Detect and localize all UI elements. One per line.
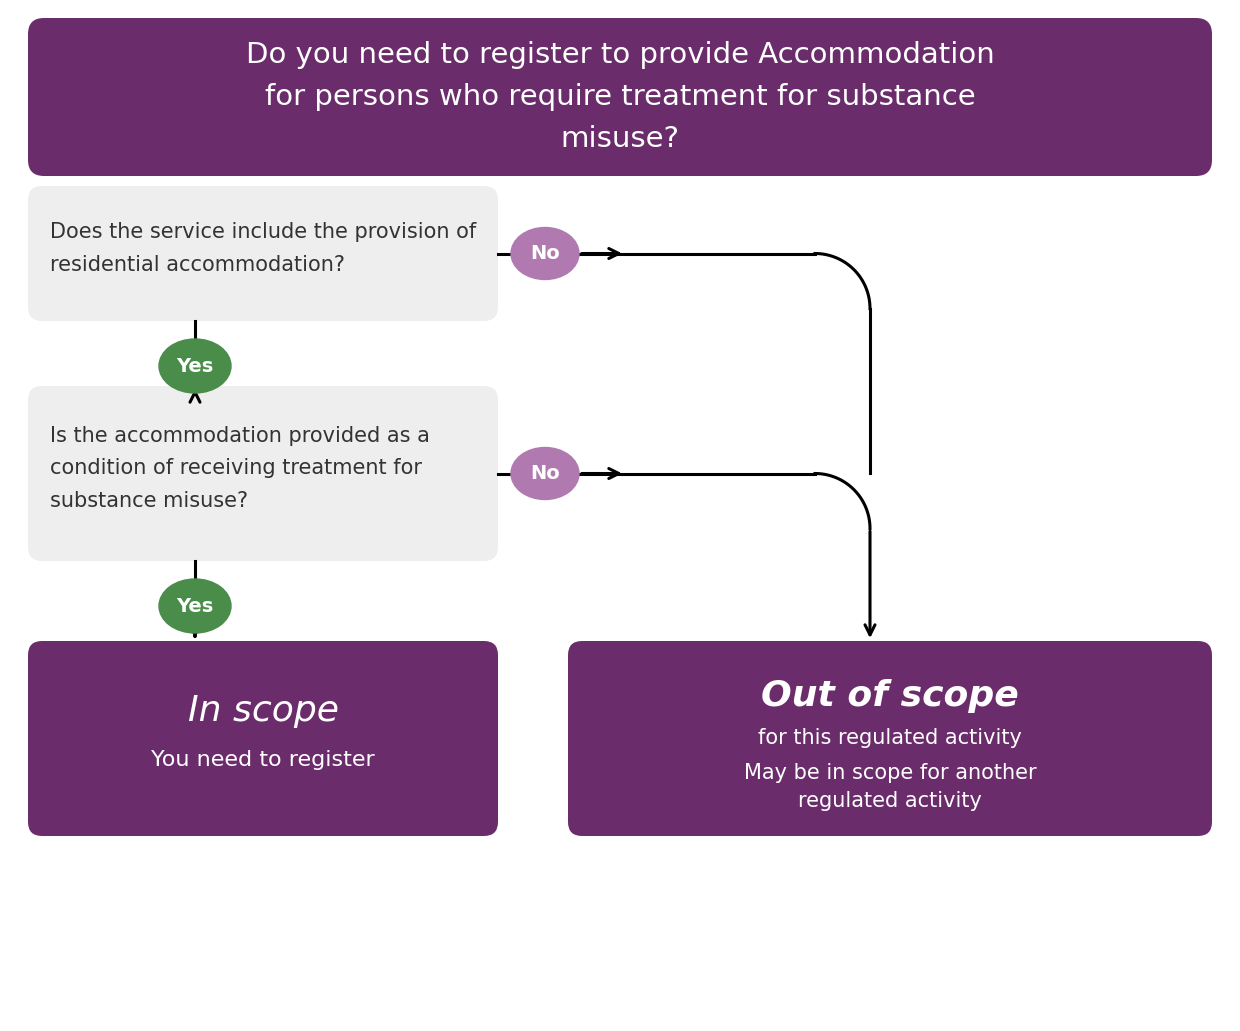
FancyBboxPatch shape bbox=[29, 641, 498, 836]
Text: Do you need to register to provide Accommodation
for persons who require treatme: Do you need to register to provide Accom… bbox=[246, 40, 994, 154]
Text: Does the service include the provision of
residential accommodation?: Does the service include the provision o… bbox=[50, 222, 476, 275]
Ellipse shape bbox=[159, 339, 231, 393]
Text: May be in scope for another
regulated activity: May be in scope for another regulated ac… bbox=[744, 763, 1037, 811]
Text: In scope: In scope bbox=[187, 694, 339, 728]
Text: Yes: Yes bbox=[176, 597, 213, 616]
Text: No: No bbox=[531, 244, 560, 263]
Text: for this regulated activity: for this regulated activity bbox=[758, 729, 1022, 749]
Ellipse shape bbox=[511, 228, 579, 279]
Text: No: No bbox=[531, 464, 560, 483]
Text: Out of scope: Out of scope bbox=[761, 678, 1019, 712]
FancyBboxPatch shape bbox=[568, 641, 1211, 836]
Ellipse shape bbox=[511, 447, 579, 499]
Ellipse shape bbox=[159, 579, 231, 633]
FancyBboxPatch shape bbox=[29, 186, 498, 321]
Text: Is the accommodation provided as a
condition of receiving treatment for
substanc: Is the accommodation provided as a condi… bbox=[50, 426, 430, 511]
FancyBboxPatch shape bbox=[29, 18, 1211, 176]
FancyBboxPatch shape bbox=[29, 386, 498, 561]
Text: Yes: Yes bbox=[176, 357, 213, 375]
Text: You need to register: You need to register bbox=[151, 751, 374, 770]
